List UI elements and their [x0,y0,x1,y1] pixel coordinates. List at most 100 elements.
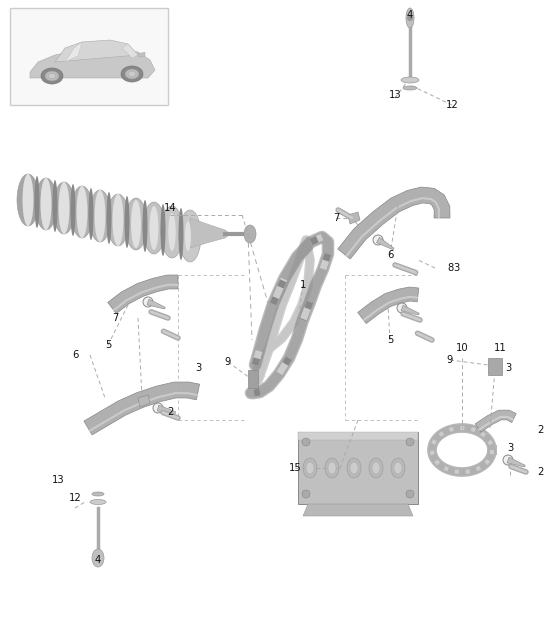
Polygon shape [30,48,155,78]
Ellipse shape [179,208,184,260]
Polygon shape [358,287,419,323]
Polygon shape [138,52,145,57]
Ellipse shape [45,71,59,81]
Polygon shape [157,405,175,413]
Ellipse shape [350,462,358,474]
Text: 3: 3 [505,363,511,373]
Ellipse shape [325,458,339,478]
Ellipse shape [53,182,75,234]
Ellipse shape [41,68,63,84]
Text: 5: 5 [387,335,393,345]
Ellipse shape [121,66,143,82]
Ellipse shape [347,458,361,478]
Text: 5: 5 [105,340,111,350]
Ellipse shape [306,462,314,474]
Ellipse shape [369,458,383,478]
Circle shape [143,297,153,307]
Ellipse shape [328,462,336,474]
Polygon shape [303,504,413,516]
Circle shape [503,455,513,465]
Ellipse shape [22,174,33,226]
Ellipse shape [94,190,106,242]
Polygon shape [122,44,138,58]
Ellipse shape [49,73,56,78]
Ellipse shape [58,182,70,234]
Circle shape [397,303,407,313]
Text: 13: 13 [52,475,64,485]
Ellipse shape [34,176,39,228]
Ellipse shape [125,198,147,250]
Polygon shape [248,370,258,388]
Text: 8: 8 [447,263,453,273]
Polygon shape [377,237,394,250]
Ellipse shape [88,188,94,240]
Ellipse shape [372,462,380,474]
Ellipse shape [124,196,130,248]
Ellipse shape [160,204,166,256]
Ellipse shape [401,77,419,83]
Ellipse shape [406,8,414,28]
Polygon shape [488,358,502,375]
Text: 4: 4 [407,10,413,20]
Ellipse shape [408,16,413,21]
Polygon shape [338,187,450,259]
Bar [298,432,418,504]
Text: 2: 2 [167,407,173,417]
Circle shape [406,438,414,446]
Ellipse shape [76,186,88,238]
Ellipse shape [179,210,201,262]
Polygon shape [298,432,418,440]
Ellipse shape [185,221,191,251]
Polygon shape [348,212,360,224]
Text: 15: 15 [289,463,301,473]
Polygon shape [401,305,419,315]
Ellipse shape [161,206,183,258]
Text: 13: 13 [389,90,401,100]
Ellipse shape [168,213,175,251]
Ellipse shape [149,206,159,250]
Ellipse shape [71,186,93,238]
Circle shape [302,438,310,446]
Ellipse shape [107,194,129,246]
Text: 9: 9 [225,357,231,367]
Text: 2: 2 [537,467,543,477]
Ellipse shape [35,178,57,230]
Ellipse shape [112,194,124,246]
Ellipse shape [70,184,76,236]
Ellipse shape [40,178,51,230]
Ellipse shape [89,190,111,242]
Polygon shape [108,275,178,313]
Text: 6: 6 [387,250,393,260]
Text: 14: 14 [164,203,177,213]
Circle shape [153,403,163,413]
Text: 11: 11 [494,343,506,353]
Ellipse shape [92,549,104,567]
Polygon shape [147,299,165,309]
Text: 9: 9 [447,355,453,365]
Ellipse shape [17,174,39,226]
Polygon shape [475,410,516,432]
Ellipse shape [391,458,405,478]
Ellipse shape [403,86,417,90]
Text: 12: 12 [69,493,81,503]
Ellipse shape [106,192,112,244]
Ellipse shape [131,200,141,248]
Bar [10,8,168,105]
Ellipse shape [143,202,165,254]
Text: 6: 6 [72,350,78,360]
Polygon shape [190,218,230,248]
Circle shape [373,235,383,245]
Text: 12: 12 [446,100,458,110]
Text: 7: 7 [112,313,118,323]
Ellipse shape [92,492,104,496]
Polygon shape [55,40,138,62]
Ellipse shape [244,225,256,243]
Text: 3: 3 [453,263,459,273]
Polygon shape [84,382,199,435]
Circle shape [302,490,310,498]
Text: 4: 4 [95,555,101,565]
Polygon shape [507,457,525,467]
Ellipse shape [303,458,317,478]
Circle shape [406,490,414,498]
Text: 10: 10 [456,343,468,353]
